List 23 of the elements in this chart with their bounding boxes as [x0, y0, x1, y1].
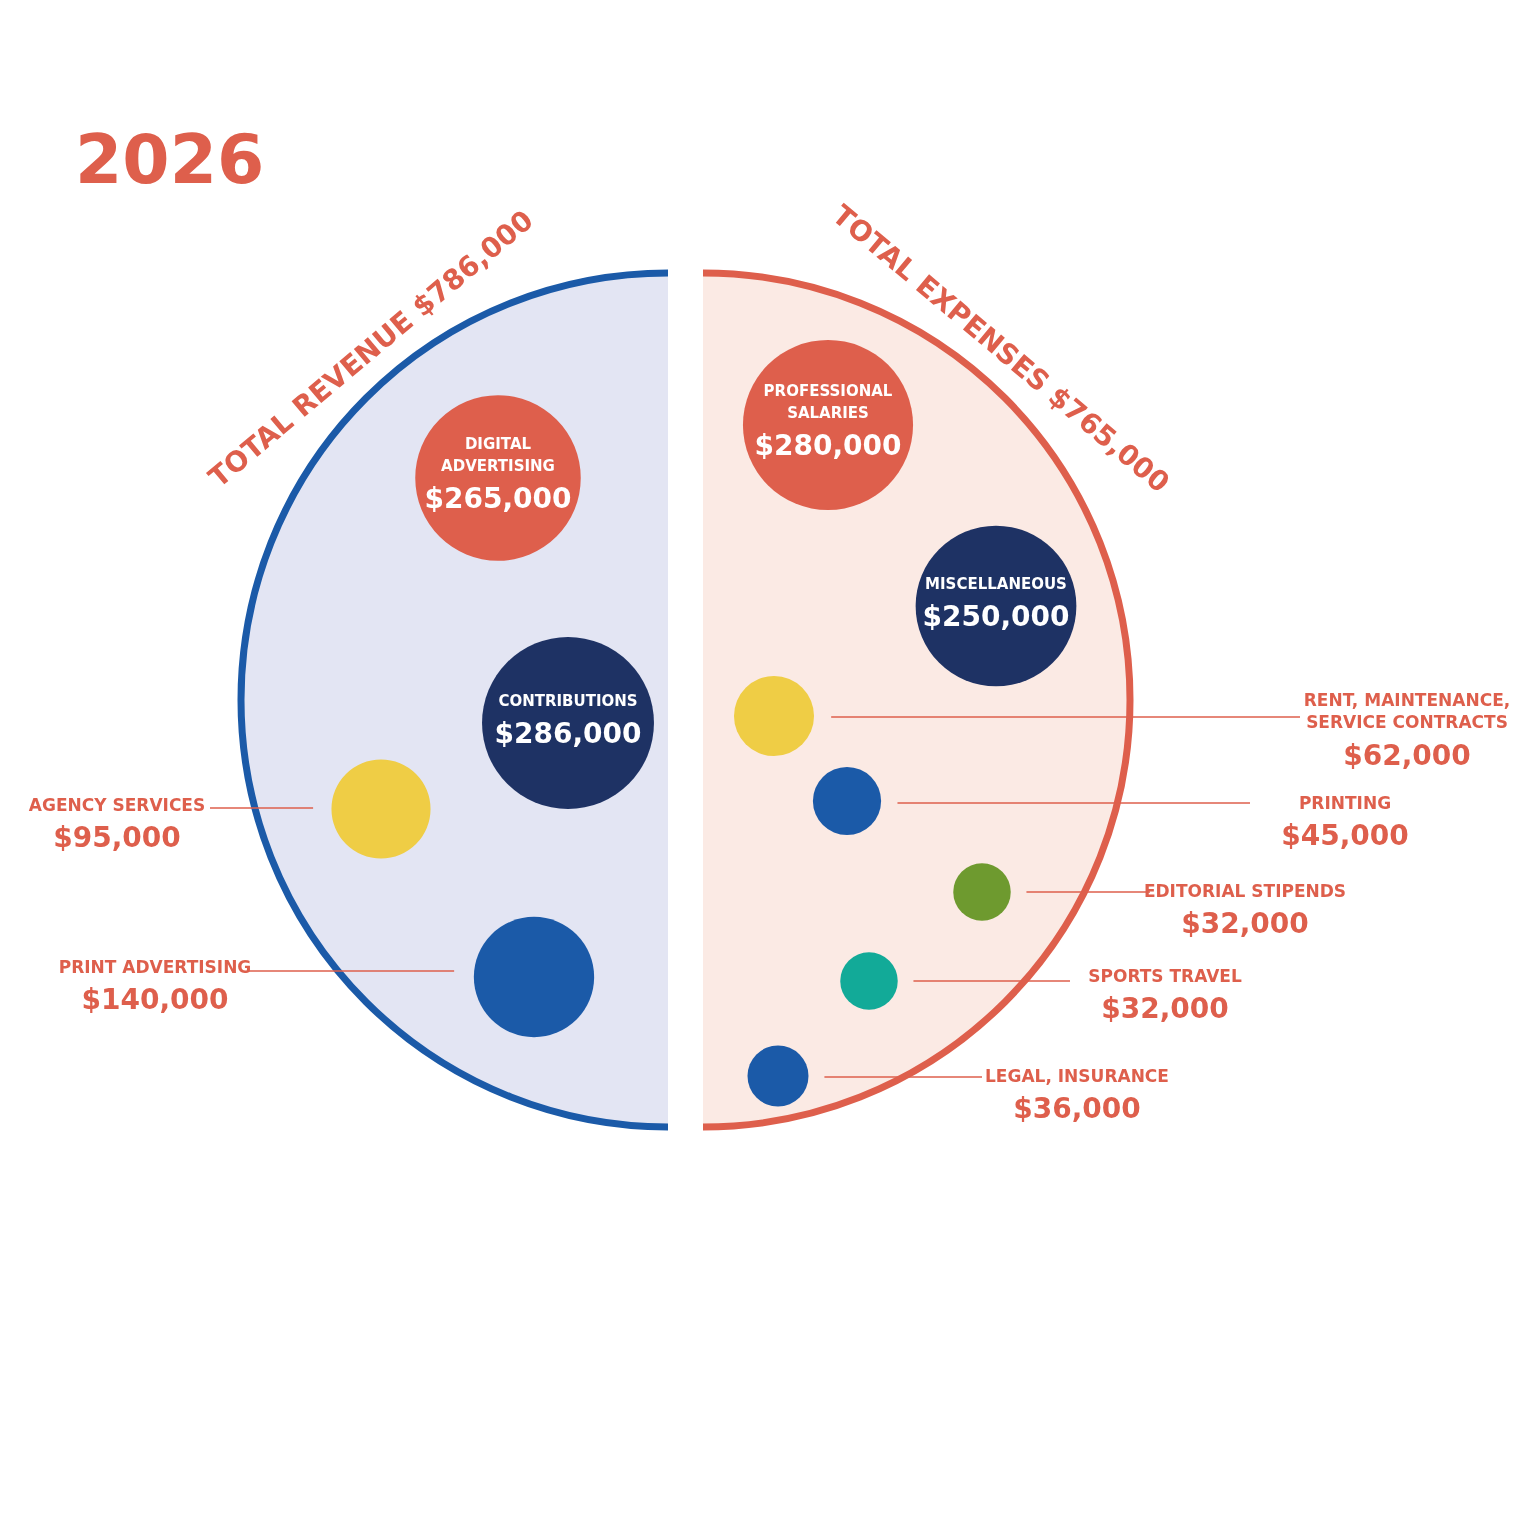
category-label: AGENCY SERVICES: [28, 795, 206, 815]
category-label: PRINT ADVERTISING: [58, 957, 252, 977]
data-label: $286,000: [494, 717, 642, 750]
data-label: $62,000: [1343, 739, 1471, 772]
data-label: $45,000: [1281, 819, 1409, 852]
category-label: RENT, MAINTENANCE, SERVICE CONTRACTS: [1303, 690, 1511, 732]
category-label: LEGAL, INSURANCE: [985, 1066, 1169, 1086]
category-label: PROFESSIONAL SALARIES: [763, 382, 893, 422]
text: 2026: [75, 120, 265, 199]
data-label: $95,000: [53, 821, 181, 854]
data-label: $280,000: [754, 429, 902, 462]
category-label: PRINTING: [1298, 793, 1392, 813]
data-label: $36,000: [1013, 1092, 1141, 1125]
data-label: $250,000: [922, 600, 1070, 633]
category-label: DIGITAL ADVERTISING: [441, 435, 555, 475]
data-label: $32,000: [1181, 907, 1309, 940]
category-label: SPORTS TRAVEL: [1088, 966, 1242, 986]
category-label: MISCELLANEOUS: [925, 575, 1067, 593]
category-label: EDITORIAL STIPENDS: [1143, 881, 1347, 901]
data-label: $140,000: [81, 983, 229, 1016]
category-label: CONTRIBUTIONS: [498, 692, 638, 710]
data-label: $32,000: [1101, 992, 1229, 1025]
data-label: $265,000: [424, 482, 572, 515]
